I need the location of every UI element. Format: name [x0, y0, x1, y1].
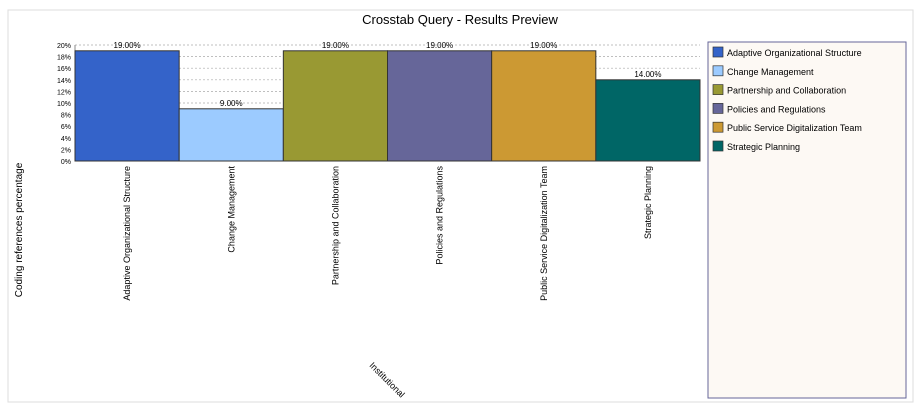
y-tick-label: 18% [57, 55, 71, 62]
legend-label: Public Service Digitalization Team [727, 123, 862, 133]
legend-label: Partnership and Collaboration [727, 86, 846, 96]
legend-swatch [712, 65, 724, 77]
legend-swatch [712, 103, 724, 114]
y-tick-label: 10% [57, 101, 71, 108]
legend-label: Adaptive Organizational Structure [727, 48, 862, 58]
x-tick-label: Public Service Digitalization Team [539, 166, 549, 301]
legend-label: Policies and Regulations [727, 104, 826, 114]
legend-label: Strategic Planning [727, 142, 800, 152]
y-tick-label: 20% [57, 43, 71, 50]
y-axis-label: Coding references percentage [14, 162, 25, 297]
data-label: 19.00% [114, 41, 141, 50]
bar [387, 50, 493, 162]
data-label: 19.00% [530, 41, 557, 50]
y-tick-label: 2% [61, 147, 71, 154]
legend-swatch [712, 140, 724, 152]
x-tick-label: Adaptive Organizational Structure [122, 166, 132, 301]
bar [178, 108, 284, 162]
x-tick-label: Strategic Planning [643, 166, 653, 239]
x-tick-label: Policies and Regulations [435, 166, 445, 265]
bar [491, 50, 597, 162]
x-tick-label: Change Management [226, 166, 236, 253]
legend-swatch [712, 84, 724, 95]
bar [282, 50, 389, 162]
y-tick-label: 14% [57, 78, 71, 85]
y-tick-label: 8% [61, 113, 71, 120]
y-tick-label: 0% [61, 159, 71, 166]
chart-title: Crosstab Query - Results Preview [362, 12, 558, 27]
data-label: 14.00% [634, 70, 661, 79]
legend-swatch [712, 46, 724, 58]
data-label: 19.00% [322, 41, 349, 50]
y-tick-label: 12% [57, 89, 71, 96]
data-label: 19.00% [426, 41, 453, 50]
data-label: 9.00% [220, 99, 243, 108]
legend-label: Change Management [727, 67, 814, 77]
y-tick-label: 4% [61, 136, 71, 143]
x-tick-label: Partnership and Collaboration [330, 166, 340, 285]
legend-box [707, 41, 907, 399]
bar [595, 79, 701, 162]
bar [74, 50, 180, 162]
legend-swatch [712, 121, 724, 133]
y-tick-label: 6% [61, 124, 71, 131]
y-tick-label: 16% [57, 66, 71, 73]
